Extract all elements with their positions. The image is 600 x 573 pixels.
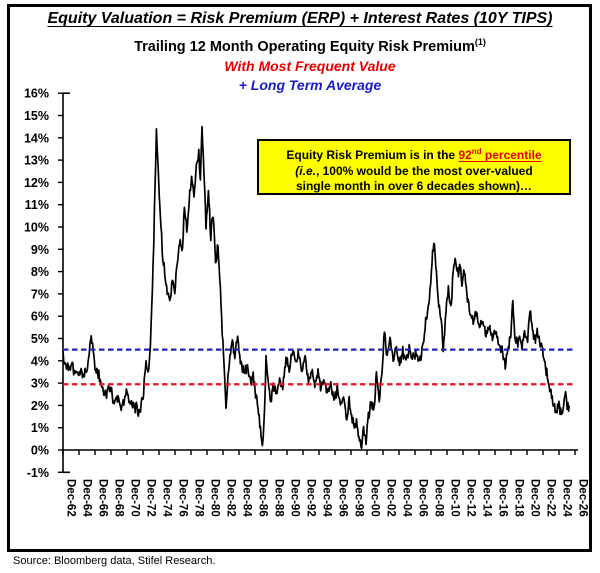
- y-axis-labels: 16% 15% 14% 13% 12% 11% 10% 9% 8% 7% 6% 5% 4% 3% 2% 1% 0…: [24, 87, 63, 480]
- chart-title: Trailing 12 Month Operating Equity Risk …: [134, 37, 486, 55]
- svg-text:3%: 3%: [31, 377, 49, 391]
- svg-text:9%: 9%: [31, 243, 49, 257]
- svg-text:Dec-88: Dec-88: [273, 479, 285, 517]
- figure-title-text: Equity Valuation = Risk Premium (ERP) + …: [47, 10, 553, 27]
- percentile-highlight: 92nd percentile: [458, 147, 542, 162]
- svg-text:Dec-04: Dec-04: [401, 479, 413, 517]
- svg-text:Dec-68: Dec-68: [113, 479, 125, 517]
- svg-text:Dec-12: Dec-12: [465, 479, 477, 517]
- svg-text:Dec-86: Dec-86: [257, 479, 269, 517]
- svg-text:Dec-74: Dec-74: [161, 479, 173, 517]
- svg-text:Dec-00: Dec-00: [369, 479, 381, 517]
- svg-text:5%: 5%: [31, 332, 49, 346]
- subtitle-most-frequent-value: With Most Frequent Value: [224, 58, 396, 74]
- svg-text:Dec-66: Dec-66: [97, 479, 109, 517]
- svg-text:12%: 12%: [24, 176, 49, 190]
- svg-text:Dec-94: Dec-94: [321, 479, 333, 517]
- svg-text:10%: 10%: [24, 221, 49, 235]
- svg-text:11%: 11%: [25, 198, 49, 212]
- svg-text:4%: 4%: [31, 354, 49, 368]
- callout-line-1: Equity Risk Premium is in the 92nd perce…: [286, 147, 542, 162]
- svg-text:Dec-78: Dec-78: [193, 479, 205, 517]
- axes: [62, 92, 578, 474]
- source-note: Source: Bloomberg data, Stifel Research.: [13, 555, 216, 567]
- svg-text:Dec-20: Dec-20: [529, 479, 541, 517]
- svg-text:-1%: -1%: [27, 466, 49, 480]
- svg-text:Dec-06: Dec-06: [417, 479, 429, 517]
- svg-text:Dec-98: Dec-98: [353, 479, 365, 517]
- svg-text:Dec-76: Dec-76: [177, 479, 189, 517]
- svg-text:Dec-96: Dec-96: [337, 479, 349, 517]
- svg-text:Dec-62: Dec-62: [65, 479, 77, 517]
- svg-text:Dec-90: Dec-90: [289, 479, 301, 517]
- figure-border: [7, 4, 592, 552]
- erp-series-line: [62, 125, 571, 450]
- svg-text:1%: 1%: [31, 421, 49, 435]
- svg-text:Dec-84: Dec-84: [241, 479, 253, 517]
- x-axis-labels: Dec-62 Dec-64 Dec-66 Dec-68 Dec-70 Dec-72 Dec-…: [62, 450, 589, 517]
- svg-text:16%: 16%: [24, 87, 49, 101]
- svg-text:8%: 8%: [31, 265, 49, 279]
- svg-text:Dec-02: Dec-02: [385, 479, 397, 517]
- chart-title-footnote-marker: (1): [474, 37, 486, 47]
- subtitle-long-term-average: + Long Term Average: [238, 77, 382, 93]
- svg-text:Dec-80: Dec-80: [209, 479, 221, 517]
- svg-text:Dec-64: Dec-64: [81, 479, 93, 517]
- svg-text:2%: 2%: [31, 399, 49, 413]
- callout-line-3: single month in over 6 decades shown)…: [295, 179, 533, 193]
- svg-text:14%: 14%: [24, 131, 49, 145]
- percentile-callout-box: Equity Risk Premium is in the 92nd perce…: [257, 139, 571, 195]
- svg-text:0%: 0%: [31, 444, 49, 458]
- svg-text:Dec-08: Dec-08: [433, 479, 445, 517]
- svg-text:Dec-82: Dec-82: [225, 479, 237, 517]
- svg-text:Dec-24: Dec-24: [561, 479, 573, 517]
- svg-text:Dec-10: Dec-10: [449, 479, 461, 517]
- svg-text:13%: 13%: [24, 154, 49, 168]
- figure-title: Equity Valuation = Risk Premium (ERP) + …: [0, 10, 600, 28]
- svg-text:Dec-26: Dec-26: [577, 479, 589, 517]
- svg-text:Dec-22: Dec-22: [545, 479, 557, 517]
- svg-text:Dec-16: Dec-16: [497, 479, 509, 517]
- callout-line-2: (i.e., 100% would be the most over-value…: [295, 163, 533, 178]
- svg-text:6%: 6%: [31, 310, 49, 324]
- svg-text:Dec-72: Dec-72: [145, 479, 157, 517]
- svg-text:7%: 7%: [31, 287, 49, 301]
- svg-text:Dec-18: Dec-18: [513, 479, 525, 517]
- svg-text:Dec-14: Dec-14: [481, 479, 493, 517]
- svg-text:Dec-70: Dec-70: [129, 479, 141, 517]
- svg-text:15%: 15%: [24, 109, 49, 123]
- svg-text:Dec-92: Dec-92: [305, 479, 317, 517]
